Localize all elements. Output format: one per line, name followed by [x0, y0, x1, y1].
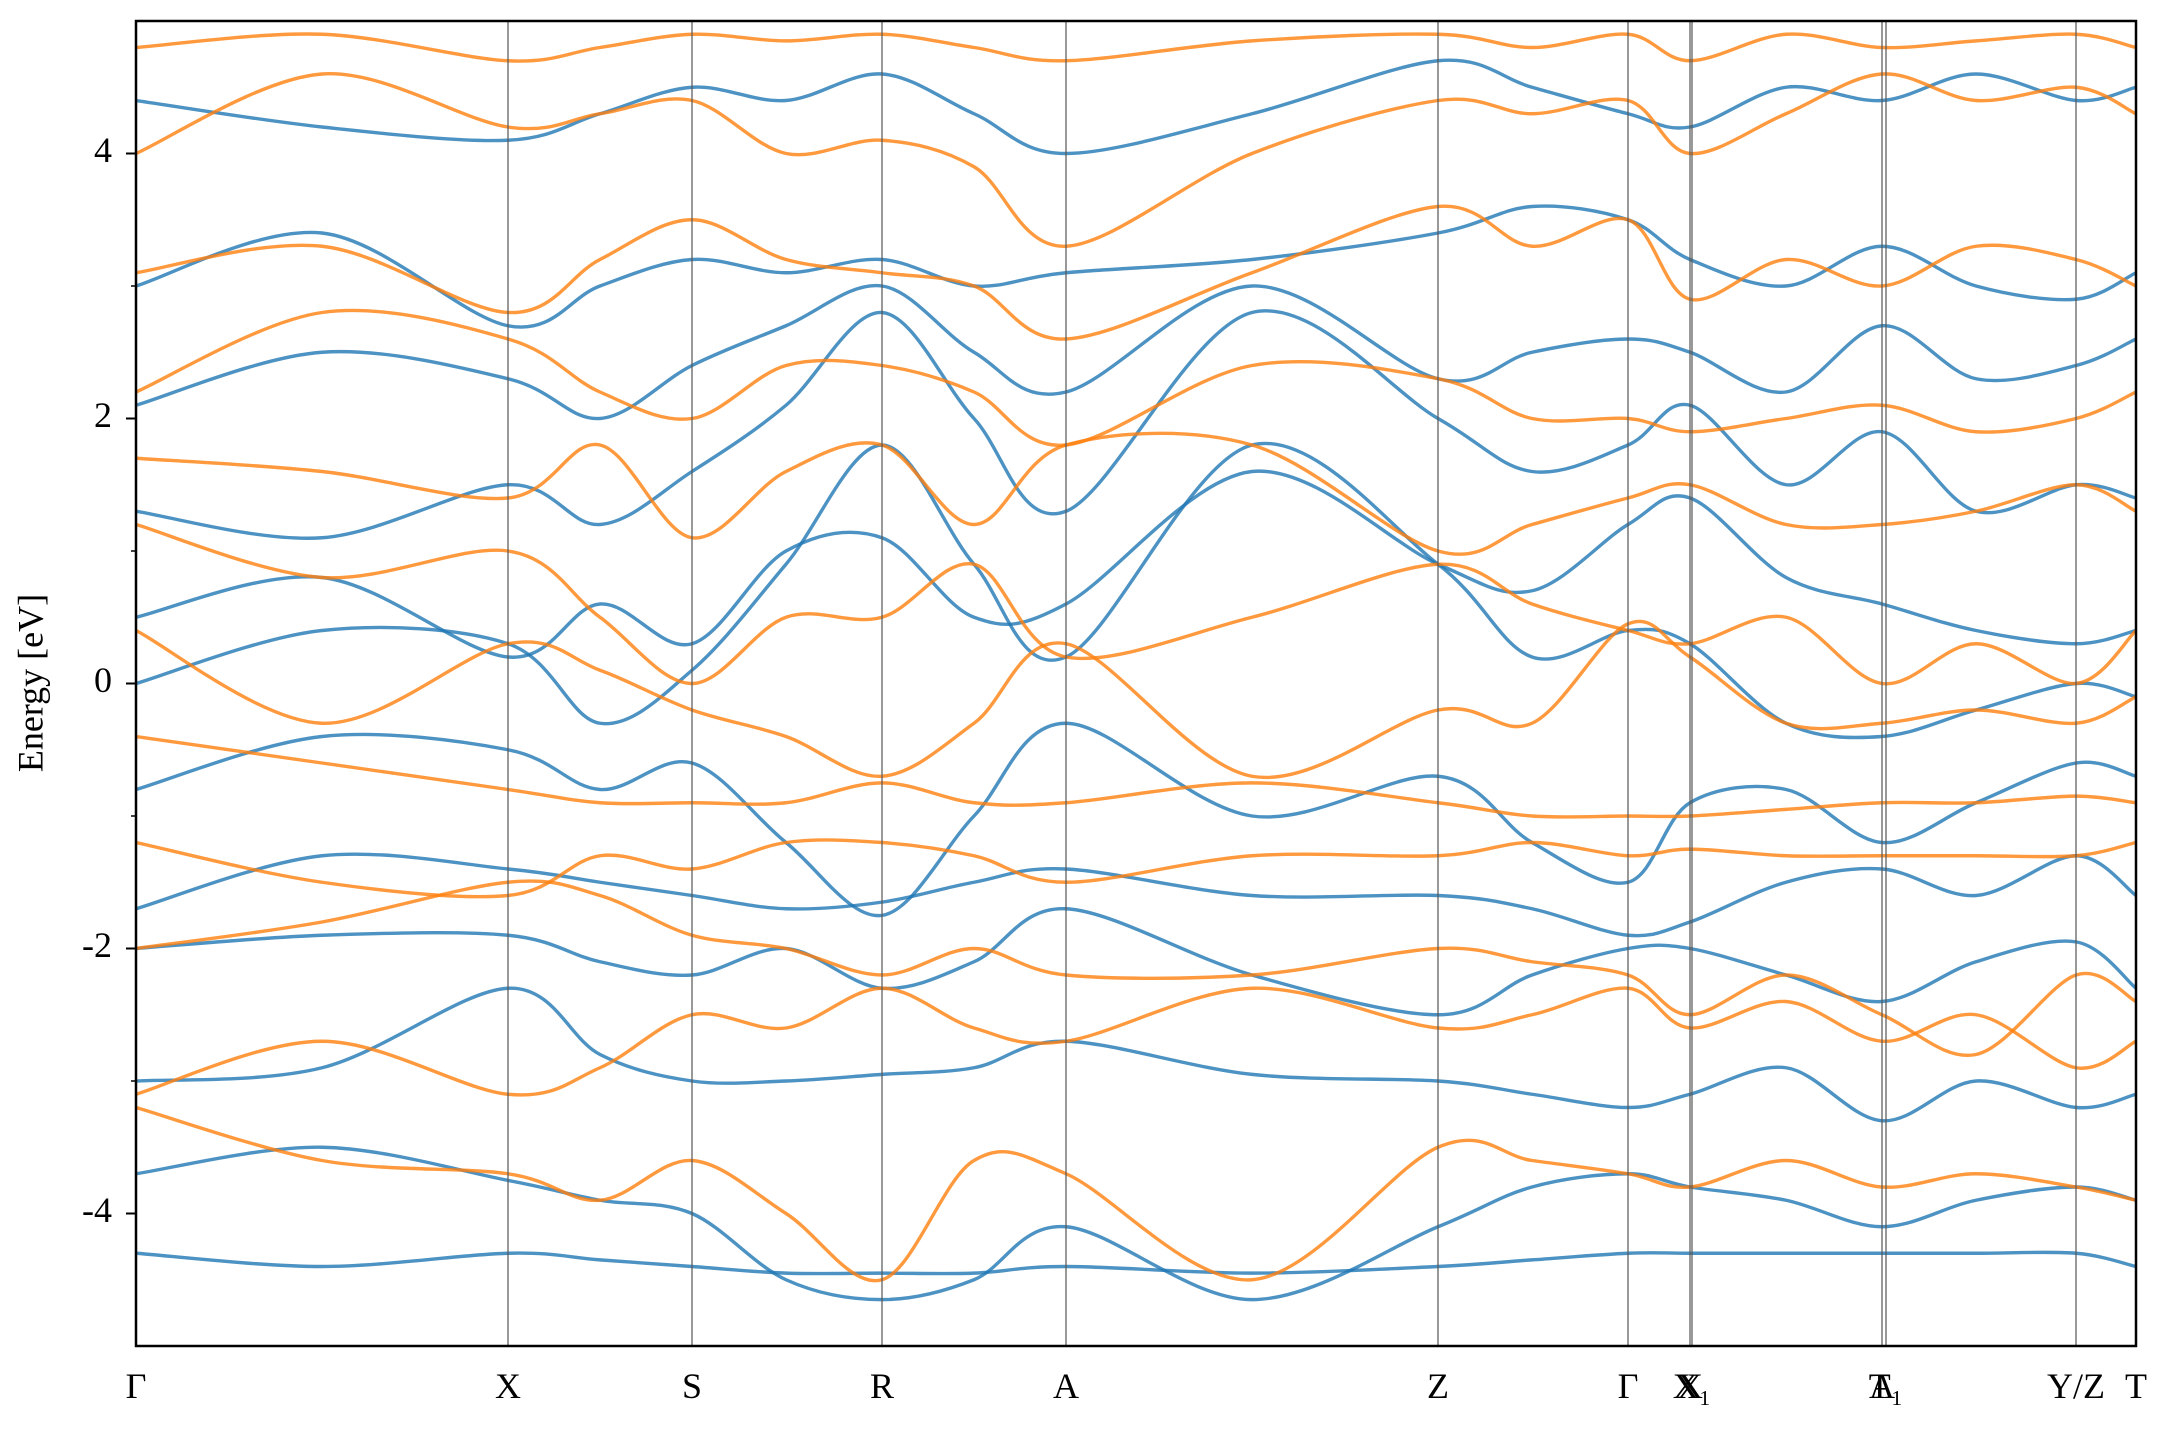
band-line — [136, 431, 2136, 556]
x-tick-label: X — [1677, 1366, 1703, 1406]
x-tick-label: R — [870, 1366, 894, 1406]
band-line — [136, 308, 2136, 447]
band-line — [136, 907, 2136, 1017]
band-line — [136, 441, 2136, 740]
x-tick-label: T₁ — [1869, 1366, 1904, 1406]
band-line — [136, 1250, 2136, 1276]
x-tick-label: A — [1869, 1366, 1895, 1406]
y-tick-label: 2 — [94, 395, 112, 435]
band-line — [136, 986, 2136, 1097]
band-line — [136, 309, 2136, 540]
x-tick-label: A — [1053, 1366, 1079, 1406]
x-tick-label: Γ — [1618, 1366, 1639, 1406]
band-line — [136, 522, 2136, 686]
band-line — [136, 204, 2136, 341]
x-tick-label: Z — [1427, 1366, 1449, 1406]
band-line — [136, 1105, 2136, 1283]
band-line — [136, 879, 2136, 1058]
y-tick-label: -4 — [82, 1190, 112, 1230]
x-tick-label: S — [682, 1366, 702, 1406]
y-tick-label: -2 — [82, 925, 112, 965]
band-line — [136, 986, 2136, 1123]
x-tick-label: Γ — [126, 1366, 147, 1406]
y-tick-label: 0 — [94, 660, 112, 700]
y-tick-label: 4 — [94, 130, 112, 170]
band-line — [136, 283, 2136, 421]
band-line — [136, 204, 2136, 329]
band-line — [136, 32, 2136, 63]
x-tick-label: Y/Z — [2047, 1366, 2105, 1406]
band-line — [136, 734, 2136, 819]
band-line — [136, 838, 2136, 899]
x-tick-label: X — [495, 1366, 521, 1406]
band-line — [136, 72, 2136, 248]
band-line — [136, 721, 2136, 918]
band-line — [136, 619, 2136, 780]
bands-layer — [136, 32, 2136, 1302]
x-tick-label: X₁ — [1673, 1366, 1712, 1406]
y-axis-label: Energy [eV] — [10, 594, 50, 772]
band-line — [136, 469, 2136, 659]
band-line — [136, 58, 2136, 156]
band-line — [136, 852, 2136, 938]
x-tick-label: T — [2125, 1366, 2147, 1406]
